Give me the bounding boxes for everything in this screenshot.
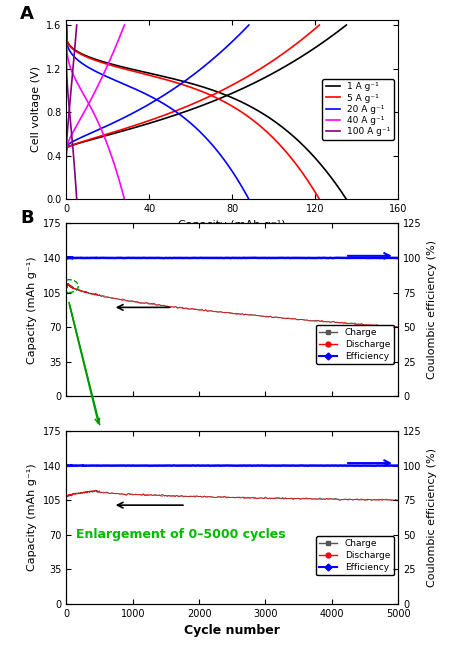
Y-axis label: Coulombic efficiency (%): Coulombic efficiency (%)	[427, 240, 437, 379]
Y-axis label: Capacity (mAh g⁻¹): Capacity (mAh g⁻¹)	[27, 256, 37, 364]
Y-axis label: Capacity (mAh g⁻¹): Capacity (mAh g⁻¹)	[27, 464, 37, 571]
Text: B: B	[20, 210, 34, 227]
Y-axis label: Cell voltage (V): Cell voltage (V)	[30, 67, 41, 152]
Text: Enlargement of 0–5000 cycles: Enlargement of 0–5000 cycles	[76, 528, 286, 541]
Y-axis label: Coulombic efficiency (%): Coulombic efficiency (%)	[427, 448, 437, 587]
X-axis label: Cycle number: Cycle number	[184, 624, 280, 637]
Legend: 1 A g⁻¹, 5 A g⁻¹, 20 A g⁻¹, 40 A g⁻¹, 100 A g⁻¹: 1 A g⁻¹, 5 A g⁻¹, 20 A g⁻¹, 40 A g⁻¹, 10…	[322, 79, 393, 140]
X-axis label: Capacity (mAh g⁻¹): Capacity (mAh g⁻¹)	[178, 219, 286, 230]
Legend: Charge, Discharge, Efficiency: Charge, Discharge, Efficiency	[316, 325, 393, 364]
Legend: Charge, Discharge, Efficiency: Charge, Discharge, Efficiency	[316, 535, 393, 575]
Text: A: A	[20, 5, 34, 24]
